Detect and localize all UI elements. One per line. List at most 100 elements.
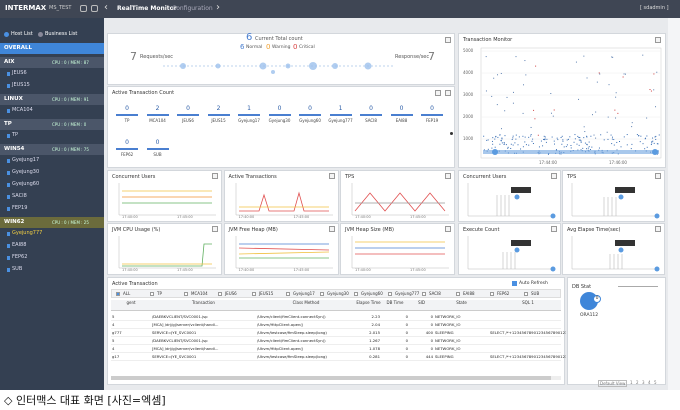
filter-label[interactable]: Gyejung30 xyxy=(327,291,349,296)
panel-button[interactable] xyxy=(551,226,557,232)
user-name[interactable]: [ sdadmin ] xyxy=(640,5,669,11)
table-cell: /Ukvm/HttpClient.open() xyxy=(257,322,304,327)
scatter-dot xyxy=(616,149,618,151)
panel-button[interactable] xyxy=(655,226,661,232)
panel-title: Active Transaction xyxy=(112,281,158,287)
filter-label[interactable]: FEP62 xyxy=(497,291,510,296)
server-item[interactable]: TP xyxy=(12,132,19,138)
filter-label[interactable]: SUB xyxy=(531,291,540,296)
right-strip xyxy=(668,18,680,390)
server-item[interactable]: Gyejung30 xyxy=(12,169,40,175)
nav-forward[interactable]: › xyxy=(216,2,220,13)
panel-button[interactable] xyxy=(445,226,451,232)
toolbar-icon[interactable] xyxy=(91,5,98,12)
server-item[interactable]: MCA104 xyxy=(12,107,33,113)
table-row[interactable]: g777 SERVICE=JYE_SVC0001/Ukvm/testcase/fi… xyxy=(111,329,566,337)
panel-button[interactable] xyxy=(435,90,441,96)
filter-label[interactable]: EAI88 xyxy=(463,291,475,296)
server-item[interactable]: EAI88 xyxy=(12,242,27,248)
tab[interactable]: Configuration xyxy=(172,5,213,12)
panel-button[interactable] xyxy=(328,173,335,179)
group-header[interactable]: TP CPU : 0 / MEM : 0 xyxy=(0,119,104,130)
filter-label[interactable]: Gyejung60 xyxy=(361,291,383,296)
page-button[interactable]: 2 xyxy=(636,380,639,385)
panel-title: DB Stat xyxy=(572,284,592,290)
checkbox[interactable] xyxy=(116,292,120,296)
scatter-dot xyxy=(551,136,553,138)
group-header[interactable]: LINUX CPU : 0 / MEM : 91 xyxy=(0,94,104,105)
auto-refresh[interactable]: Auto Refresh xyxy=(519,281,548,286)
page-button[interactable]: 3 xyxy=(642,380,645,385)
checkbox[interactable] xyxy=(388,292,392,296)
filter-label[interactable]: SACI8 xyxy=(429,291,441,296)
group-header[interactable]: WIN54 CPU : 0 / MEM : 75 xyxy=(0,144,104,155)
server-item[interactable]: Gyejung60 xyxy=(12,181,40,187)
filter-label[interactable]: Gyejung17 xyxy=(293,291,315,296)
panel-button[interactable] xyxy=(445,90,451,96)
panel-button[interactable] xyxy=(445,173,451,179)
filter-label[interactable]: TP xyxy=(157,291,162,296)
server-item[interactable]: SACI8 xyxy=(12,193,27,199)
toolbar-icon[interactable] xyxy=(80,5,87,12)
panel-button[interactable] xyxy=(655,173,661,179)
panel-button[interactable] xyxy=(212,173,218,179)
scatter-dot xyxy=(650,144,652,146)
checkbox[interactable] xyxy=(320,292,324,296)
scatter-dot xyxy=(617,112,619,114)
view-option[interactable]: Host List xyxy=(11,31,33,37)
table-row[interactable]: 4 [MCA] /drj/gj/server/vclient/handl... /U… xyxy=(111,345,561,353)
group-header[interactable]: AIX CPU : 0 / MEM : 87 xyxy=(0,57,104,68)
page-button[interactable]: 1 xyxy=(630,380,633,385)
db-count: 0 xyxy=(593,295,601,303)
table-row[interactable]: g17 SERVICE=JYE_SVC0001/Ukvm/testcase/fim… xyxy=(111,353,566,361)
server-item[interactable]: SUB xyxy=(12,266,23,272)
filter-label[interactable]: JEUS6 xyxy=(225,291,237,296)
radio[interactable] xyxy=(4,32,9,37)
chart-title: Execute Count xyxy=(463,227,500,233)
checkbox[interactable] xyxy=(218,292,222,296)
filter-label[interactable]: MCA104 xyxy=(191,291,208,296)
group-header[interactable]: WIN62 CPU : 0 / MEM : 25 xyxy=(0,217,104,228)
panel-button[interactable] xyxy=(445,37,451,43)
checkbox[interactable] xyxy=(354,292,358,296)
checkbox[interactable] xyxy=(184,292,188,296)
checkbox[interactable] xyxy=(286,292,290,296)
server-item[interactable]: FEP62 xyxy=(12,254,28,260)
server-item[interactable]: FEP19 xyxy=(12,205,28,211)
table-row[interactable]: 5/DAEBKVCLIENT/SVC0001.jsp/Ukvm/client/f… xyxy=(111,313,561,321)
page-button[interactable]: 4 xyxy=(648,380,651,385)
checkbox[interactable] xyxy=(512,281,517,286)
radio[interactable] xyxy=(38,32,43,37)
server-item[interactable]: JEUS6 xyxy=(12,70,27,76)
checkbox[interactable] xyxy=(252,292,256,296)
panel-button[interactable] xyxy=(551,173,557,179)
default-view[interactable]: Default View xyxy=(598,380,628,387)
checkbox[interactable] xyxy=(490,292,494,296)
view-option[interactable]: Business List xyxy=(45,31,78,37)
filter-label[interactable]: Gyejung777 xyxy=(395,291,420,296)
nav-back[interactable]: ‹ xyxy=(104,2,108,13)
server-item[interactable]: JEUS15 xyxy=(12,82,30,88)
scatter-dot xyxy=(642,54,644,56)
table-cell: 0 xyxy=(405,330,408,335)
server-item[interactable]: Gyejung777 xyxy=(12,230,43,236)
page-button[interactable]: 5 xyxy=(654,380,657,385)
column-header: gent xyxy=(126,300,136,305)
panel-button[interactable] xyxy=(328,226,335,232)
checkbox[interactable] xyxy=(524,292,528,296)
filter-label[interactable]: ALL xyxy=(123,291,131,296)
checkbox[interactable] xyxy=(456,292,460,296)
server-item[interactable]: Gyejung17 xyxy=(12,157,40,163)
column-header: Elapse Time xyxy=(356,300,381,305)
table-row[interactable]: 4 [MCA] /drj/gj/server/vclient/handl... /U… xyxy=(111,321,561,329)
filter-label[interactable]: JEUS15 xyxy=(259,291,274,296)
scatter-dot xyxy=(610,134,612,136)
panel-button[interactable] xyxy=(212,226,218,232)
scatter-dot xyxy=(533,109,535,111)
tab[interactable]: RealTime Monitor xyxy=(117,5,177,12)
table-row[interactable]: 5/DAEBKVCLIENT/SVC0001.jsp/Ukvm/client/f… xyxy=(111,337,561,345)
checkbox[interactable] xyxy=(422,292,426,296)
overall-bar[interactable]: OVERALL xyxy=(0,43,104,54)
checkbox[interactable] xyxy=(150,292,154,296)
panel-button[interactable] xyxy=(655,37,661,43)
